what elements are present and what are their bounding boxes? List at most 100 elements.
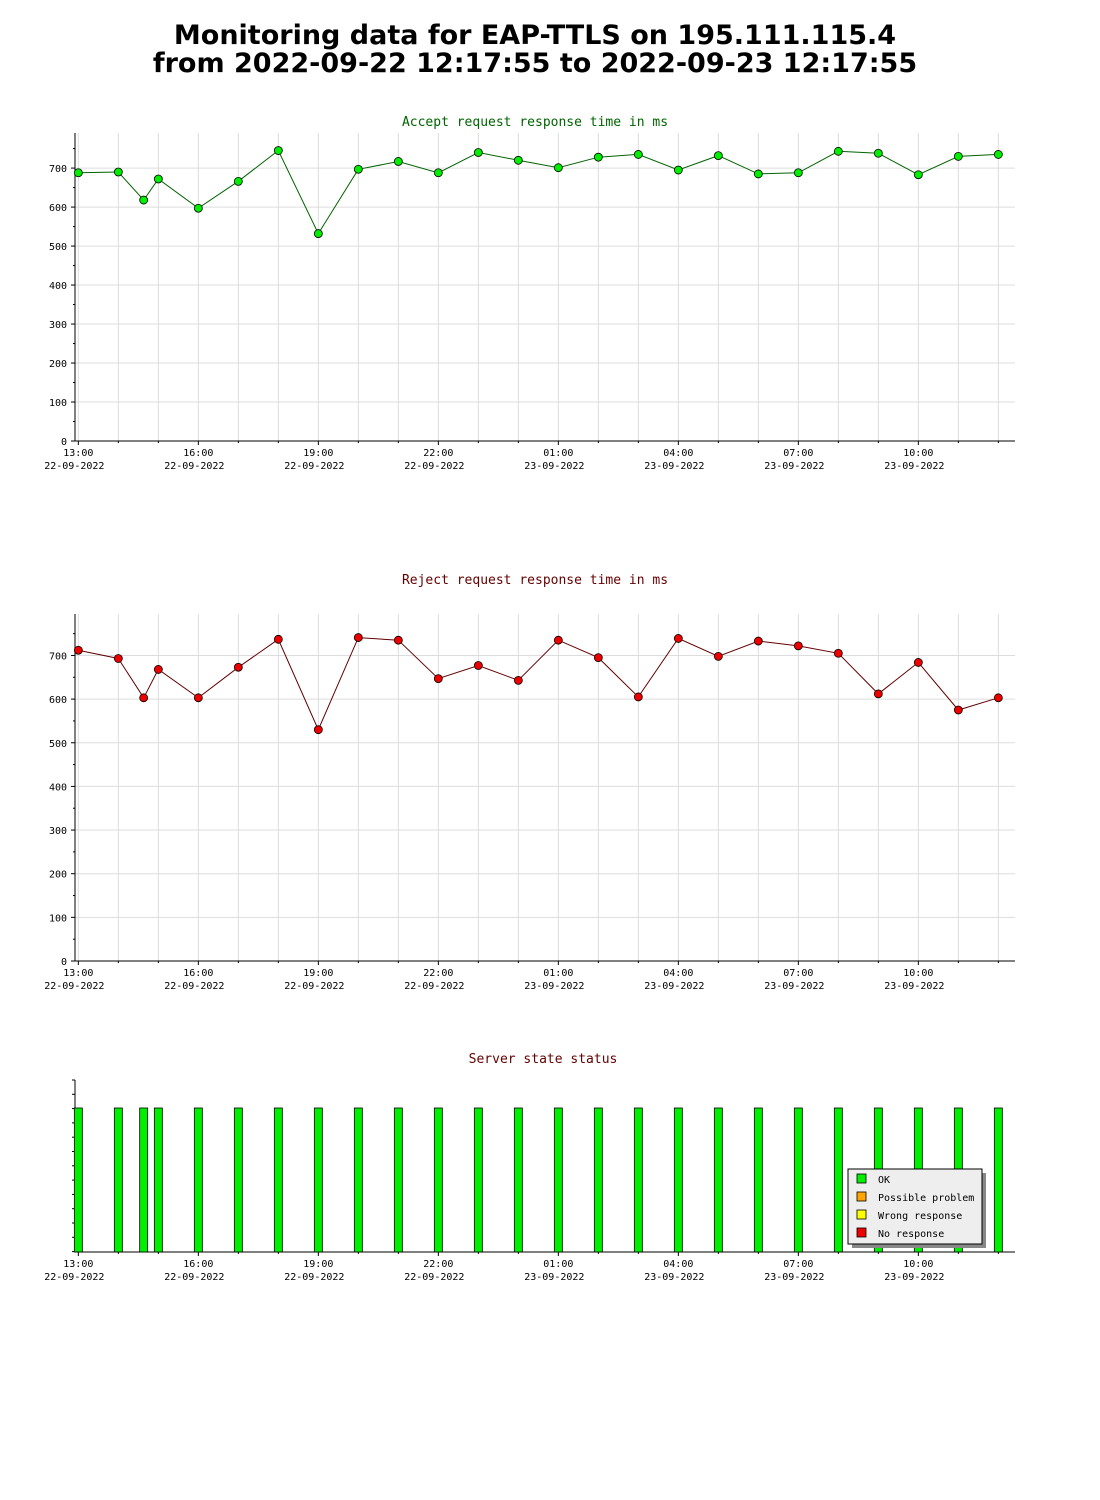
status-bar — [993, 1107, 1003, 1253]
reject-x-tick-label: 19:00 — [303, 968, 333, 979]
accept-x-tick-label: 22:00 — [423, 448, 453, 459]
reject-x-date-label: 22-09-2022 — [284, 981, 344, 992]
accept-data-point — [193, 203, 203, 213]
legend-label: Possible problem — [878, 1193, 974, 1204]
status-bar — [393, 1107, 403, 1253]
legend-swatch — [856, 1173, 867, 1184]
status-bar — [753, 1107, 763, 1253]
reject-data-point — [793, 641, 803, 651]
reject-data-point — [713, 651, 723, 661]
legend-swatch — [856, 1209, 867, 1220]
reject-data-point — [993, 693, 1003, 703]
accept-x-date-label: 22-09-2022 — [44, 461, 104, 472]
accept-data-point — [873, 148, 883, 158]
accept-data-point — [633, 150, 643, 159]
reject-x-tick-label: 07:00 — [783, 968, 813, 979]
status-x-date-label: 23-09-2022 — [524, 1272, 584, 1283]
status-x-tick-label: 13:00 — [63, 1259, 93, 1270]
accept-data-point — [993, 150, 1003, 159]
reject-x-tick-label: 22:00 — [423, 968, 453, 979]
reject-data-point — [633, 692, 643, 702]
status-x-date-label: 23-09-2022 — [764, 1272, 824, 1283]
reject-x-date-label: 22-09-2022 — [404, 981, 464, 992]
status-x-tick-label: 22:00 — [423, 1259, 453, 1270]
accept-data-point — [233, 176, 243, 186]
reject-x-tick-label: 04:00 — [663, 968, 693, 979]
page-title: Monitoring data for EAP-TTLS on 195.111.… — [0, 22, 1070, 78]
status-bar — [273, 1107, 283, 1253]
reject-data-point — [833, 648, 843, 658]
reject-data-point — [593, 653, 603, 663]
reject-y-tick-label: 600 — [49, 695, 67, 706]
reject-data-point — [433, 674, 443, 683]
status-chart-title: Server state status — [469, 1052, 618, 1067]
reject-chart-title: Reject request response time in ms — [402, 573, 668, 588]
accept-y-tick-label: 0 — [61, 437, 67, 448]
accept-data-point — [713, 151, 723, 161]
accept-data-point — [793, 168, 803, 178]
status-bar — [593, 1107, 603, 1253]
accept-data-point — [153, 174, 163, 184]
accept-data-point — [953, 151, 963, 161]
legend-label: OK — [878, 1175, 890, 1186]
reject-data-point — [113, 654, 123, 663]
accept-data-point — [913, 170, 923, 180]
accept-series-line — [78, 149, 999, 235]
reject-y-tick-label: 700 — [49, 651, 67, 662]
accept-data-point — [513, 155, 523, 165]
reject-x-date-label: 22-09-2022 — [164, 981, 224, 992]
reject-data-point — [193, 693, 203, 703]
accept-x-tick-label: 19:00 — [303, 448, 333, 459]
accept-y-tick-label: 500 — [49, 242, 67, 253]
status-bar — [139, 1107, 149, 1253]
accept-x-date-label: 23-09-2022 — [644, 461, 704, 472]
reject-data-point — [313, 725, 323, 735]
accept-data-point — [833, 146, 843, 156]
status-legend: OK Possible problem Wrong response No respo… — [847, 1168, 986, 1248]
accept-x-tick-label: 10:00 — [903, 448, 933, 459]
status-x-tick-label: 10:00 — [903, 1259, 933, 1270]
reject-x-date-label: 23-09-2022 — [524, 981, 584, 992]
accept-y-tick-label: 200 — [49, 359, 67, 370]
reject-data-point — [153, 665, 163, 674]
accept-x-date-label: 22-09-2022 — [404, 461, 464, 472]
reject-data-point — [673, 634, 683, 643]
status-bar — [433, 1107, 443, 1253]
status-bar — [113, 1107, 123, 1253]
reject-data-point — [953, 705, 963, 715]
status-bar — [513, 1107, 523, 1253]
status-bar — [313, 1107, 323, 1253]
status-x-tick-label: 01:00 — [543, 1259, 573, 1270]
status-bar — [793, 1107, 803, 1253]
accept-x-tick-label: 07:00 — [783, 448, 813, 459]
reject-x-tick-label: 16:00 — [183, 968, 213, 979]
accept-x-date-label: 23-09-2022 — [524, 461, 584, 472]
reject-data-point — [873, 689, 883, 699]
accept-x-tick-label: 13:00 — [63, 448, 93, 459]
status-bar — [153, 1107, 163, 1253]
accept-x-tick-label: 01:00 — [543, 448, 573, 459]
reject-x-date-label: 23-09-2022 — [764, 981, 824, 992]
status-bar — [73, 1107, 83, 1253]
legend-swatch — [856, 1227, 867, 1238]
accept-data-point — [393, 157, 403, 166]
status-bar — [553, 1107, 563, 1253]
status-x-date-label: 22-09-2022 — [404, 1272, 464, 1283]
status-x-tick-label: 04:00 — [663, 1259, 693, 1270]
accept-data-point — [73, 168, 83, 178]
reject-data-point — [353, 633, 363, 642]
reject-series-line — [78, 637, 999, 731]
reject-y-tick-label: 0 — [61, 957, 67, 968]
status-chart: Server state status 13:00 22-09-2022 16:00 2… — [44, 1052, 1015, 1283]
reject-y-tick-label: 400 — [49, 782, 67, 793]
accept-x-date-label: 23-09-2022 — [764, 461, 824, 472]
status-x-date-label: 22-09-2022 — [284, 1272, 344, 1283]
reject-x-tick-label: 01:00 — [543, 968, 573, 979]
reject-y-tick-label: 500 — [49, 739, 67, 750]
reject-data-point — [73, 645, 83, 655]
accept-data-point — [273, 146, 283, 155]
legend-box — [847, 1168, 983, 1245]
page-title-line-2: from 2022-09-22 12:17:55 to 2022-09-23 1… — [152, 48, 918, 79]
reject-x-tick-label: 10:00 — [903, 968, 933, 979]
